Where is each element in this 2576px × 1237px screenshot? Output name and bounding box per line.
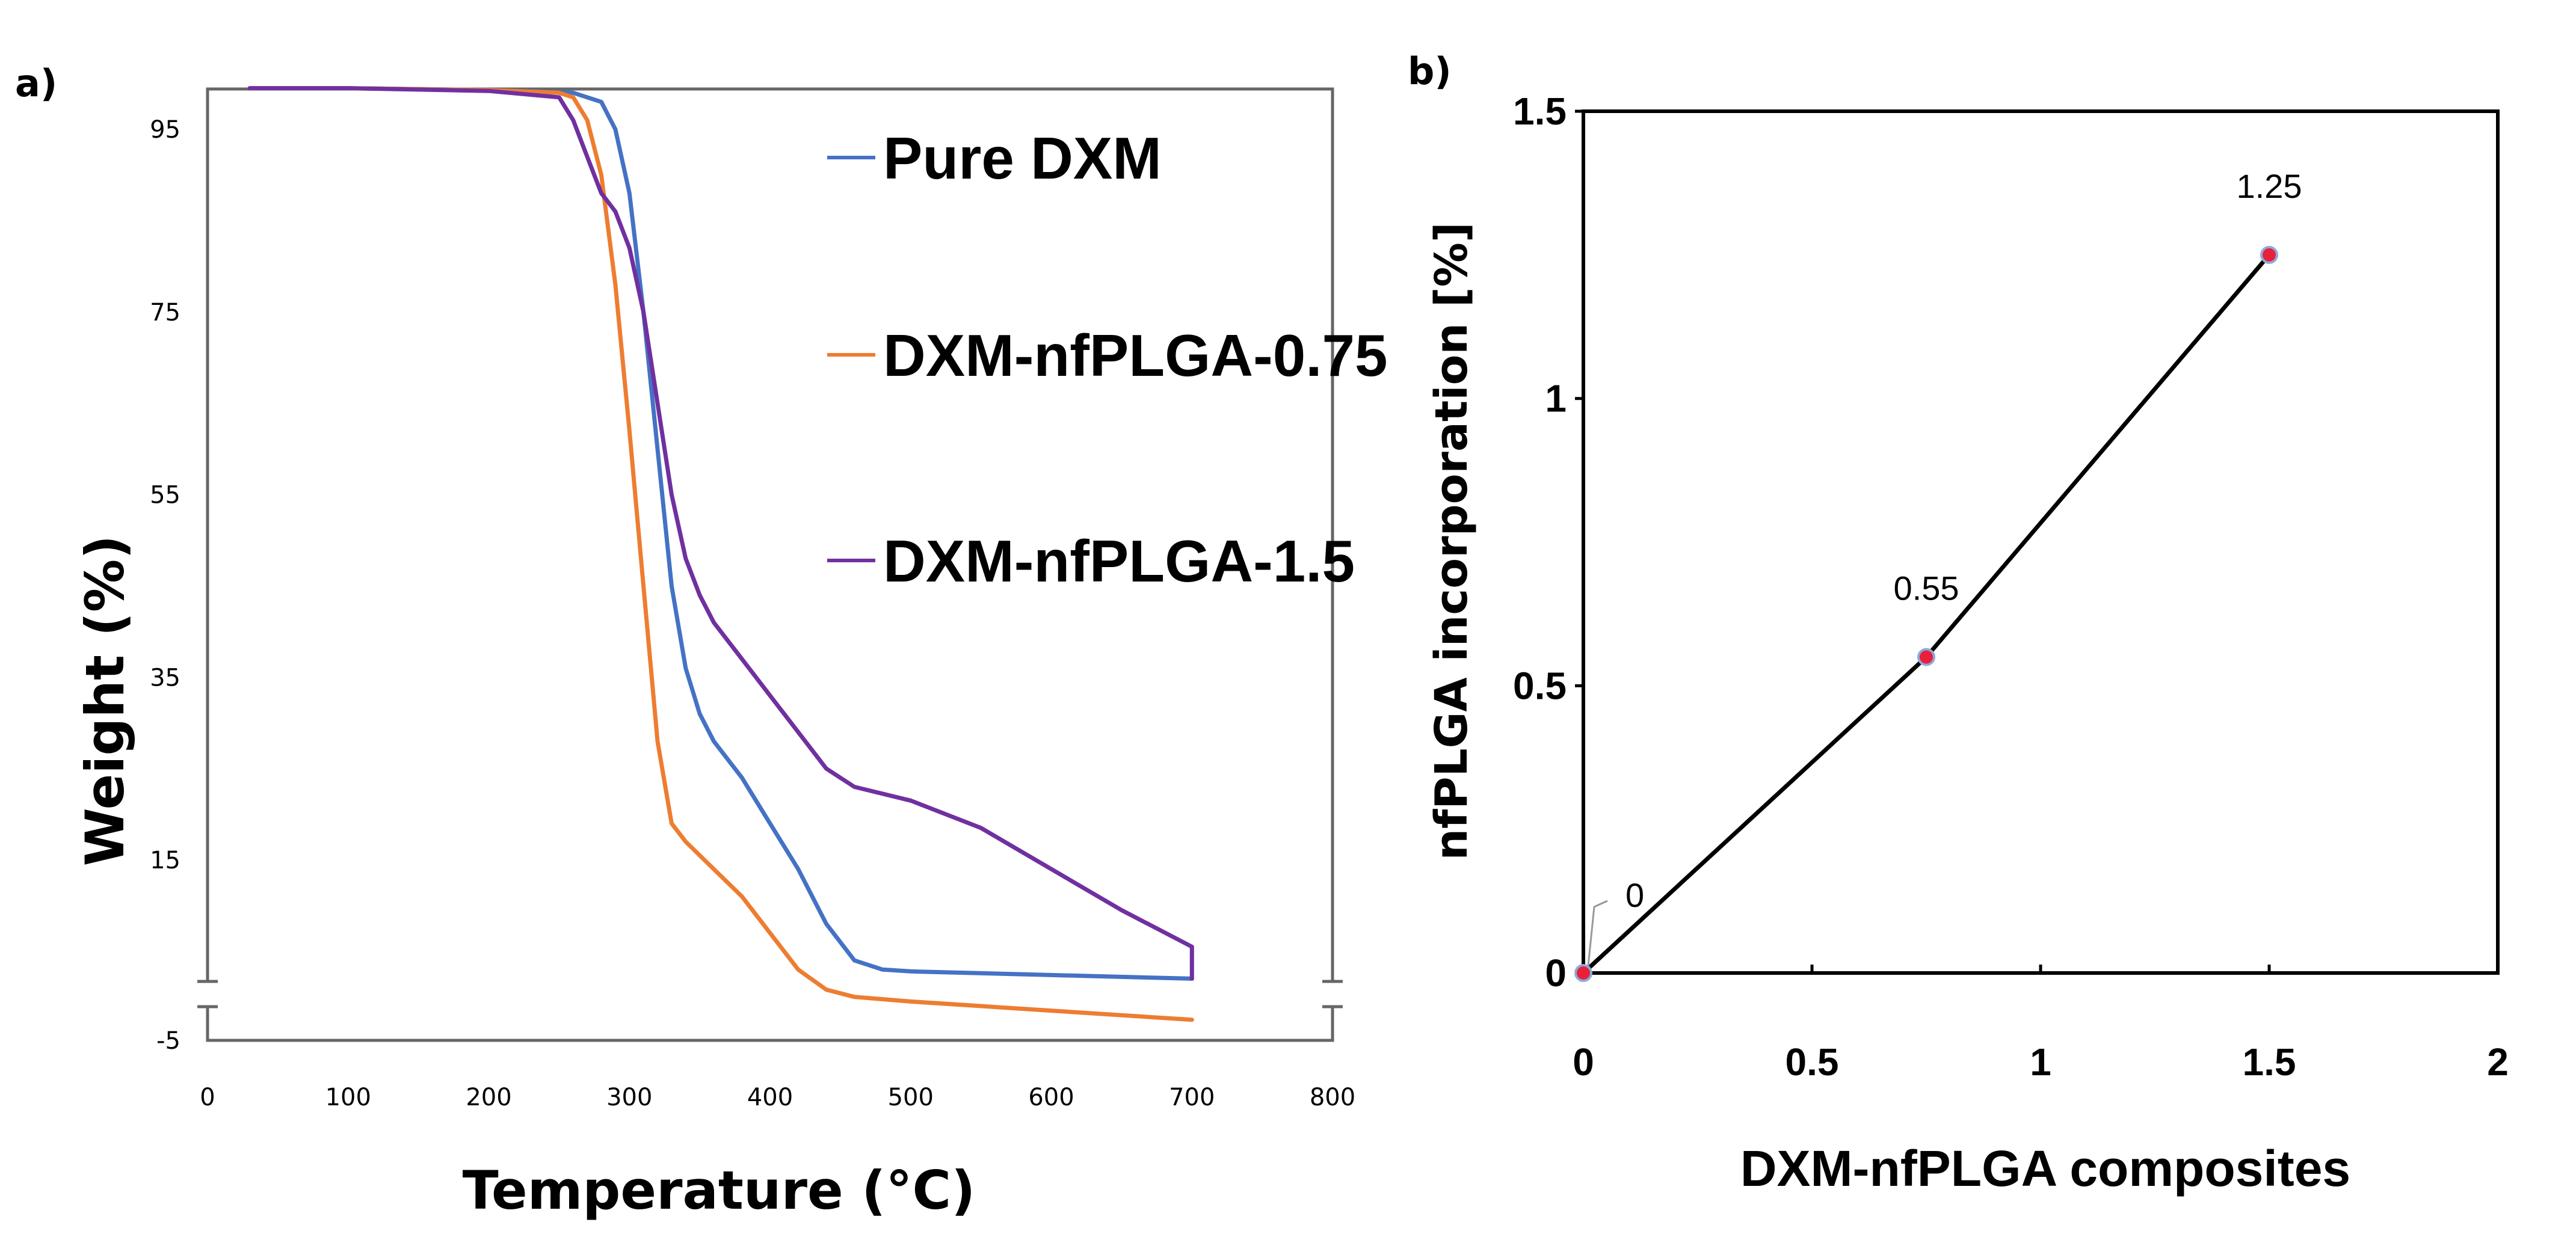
panel-a-y-tick-label-15: 15	[150, 847, 180, 874]
panel-a-axis-break	[197, 980, 1343, 1008]
legend-label-pure-dxm: Pure DXM	[883, 125, 1162, 191]
panel-b-y-tick-label-0-5: 0.5	[1513, 664, 1567, 707]
data-label-0: 0	[1625, 876, 1644, 914]
panel-a-y-tick-label-5: -5	[156, 1027, 180, 1055]
series-line-pure-dxm	[247, 86, 1194, 981]
panel-a-x-tick-label-700: 700	[1169, 1084, 1215, 1111]
panel-a-label: a)	[15, 61, 57, 105]
panel-b-y-tick-label-1: 1	[1545, 377, 1567, 420]
panel-b-x-axis-title: DXM-nfPLGA composites	[1740, 1140, 2350, 1197]
panel-a-x-axis-title: Temperature (°C)	[463, 1159, 976, 1221]
panel-a-x-tick-label-400: 400	[747, 1084, 793, 1111]
data-label-0-55: 0.55	[1894, 569, 1959, 607]
panel-b-y-ticks: 0 0.5 1 1.5	[1513, 90, 1583, 995]
panel-b-x-tick-label-2: 2	[2487, 1040, 2509, 1084]
panel-a-series	[247, 86, 1194, 1022]
series-line-dxm-nfplga-1-5	[247, 86, 1194, 981]
panel-b-x-tick-label-1-5: 1.5	[2243, 1040, 2296, 1084]
panel-a-y-ticks: -5 15 35 55 75 95	[150, 116, 180, 1055]
panel-a-plot-frame	[206, 87, 1334, 1042]
panel-b-plot-frame	[1582, 109, 2500, 975]
panel-a-x-ticks: 0 100 200 300 400 500 600 700 800	[200, 1084, 1355, 1111]
legend-label-dxm-nfplga-075: DXM-nfPLGA-0.75	[883, 322, 1388, 388]
panel-a-x-tick-label-300: 300	[606, 1084, 652, 1111]
panel-b-x-tick-label-0-5: 0.5	[1786, 1040, 1839, 1084]
series-line-nfplga-incorporation	[1582, 253, 2271, 975]
panel-b-series: 0 0.55 1.25	[1574, 167, 2302, 982]
panel-b-label: b)	[1408, 49, 1452, 93]
panel-a-x-tick-label-0: 0	[200, 1084, 215, 1111]
panel-a-x-tick-label-100: 100	[325, 1084, 371, 1111]
panel-a-x-tick-label-600: 600	[1028, 1084, 1074, 1111]
data-point-1-25	[2260, 245, 2278, 264]
panel-a-x-tick-label-200: 200	[466, 1084, 511, 1111]
panel-a-legend: Pure DXM DXM-nfPLGA-0.75 DXM-nfPLGA-1.5	[827, 125, 1388, 594]
panel-b-x-tick-label-1: 1	[2030, 1040, 2051, 1084]
panel-a-x-tick-label-800: 800	[1310, 1084, 1355, 1111]
data-point-0	[1574, 964, 1592, 982]
data-point-0-55	[1917, 648, 1935, 666]
legend-label-dxm-nfplga-15: DXM-nfPLGA-1.5	[883, 528, 1355, 594]
panel-a-y-axis-title: Weight (%)	[74, 535, 136, 867]
panel-a-y-tick-label-95: 95	[150, 116, 180, 144]
panel-a-y-tick-label-75: 75	[150, 299, 180, 327]
panel-b-x-ticks: 0 0.5 1 1.5 2	[1573, 965, 2509, 1084]
data-label-1-25: 1.25	[2237, 167, 2302, 205]
series-line-dxm-nfplga-0-75	[247, 86, 1194, 1022]
panel-b-y-tick-label-1-5: 1.5	[1513, 90, 1567, 133]
panel-a-x-tick-label-500: 500	[888, 1084, 934, 1111]
panel-a-y-tick-label-35: 35	[150, 664, 180, 692]
data-label-leader-0	[1587, 900, 1608, 966]
panel-b-y-axis-title: nfPLGA incorporation [%]	[1426, 222, 1478, 860]
panel-b-x-tick-label-0: 0	[1573, 1040, 1594, 1084]
panel-b-y-tick-label-0: 0	[1545, 951, 1567, 995]
panel-a-y-tick-label-55: 55	[150, 482, 180, 509]
